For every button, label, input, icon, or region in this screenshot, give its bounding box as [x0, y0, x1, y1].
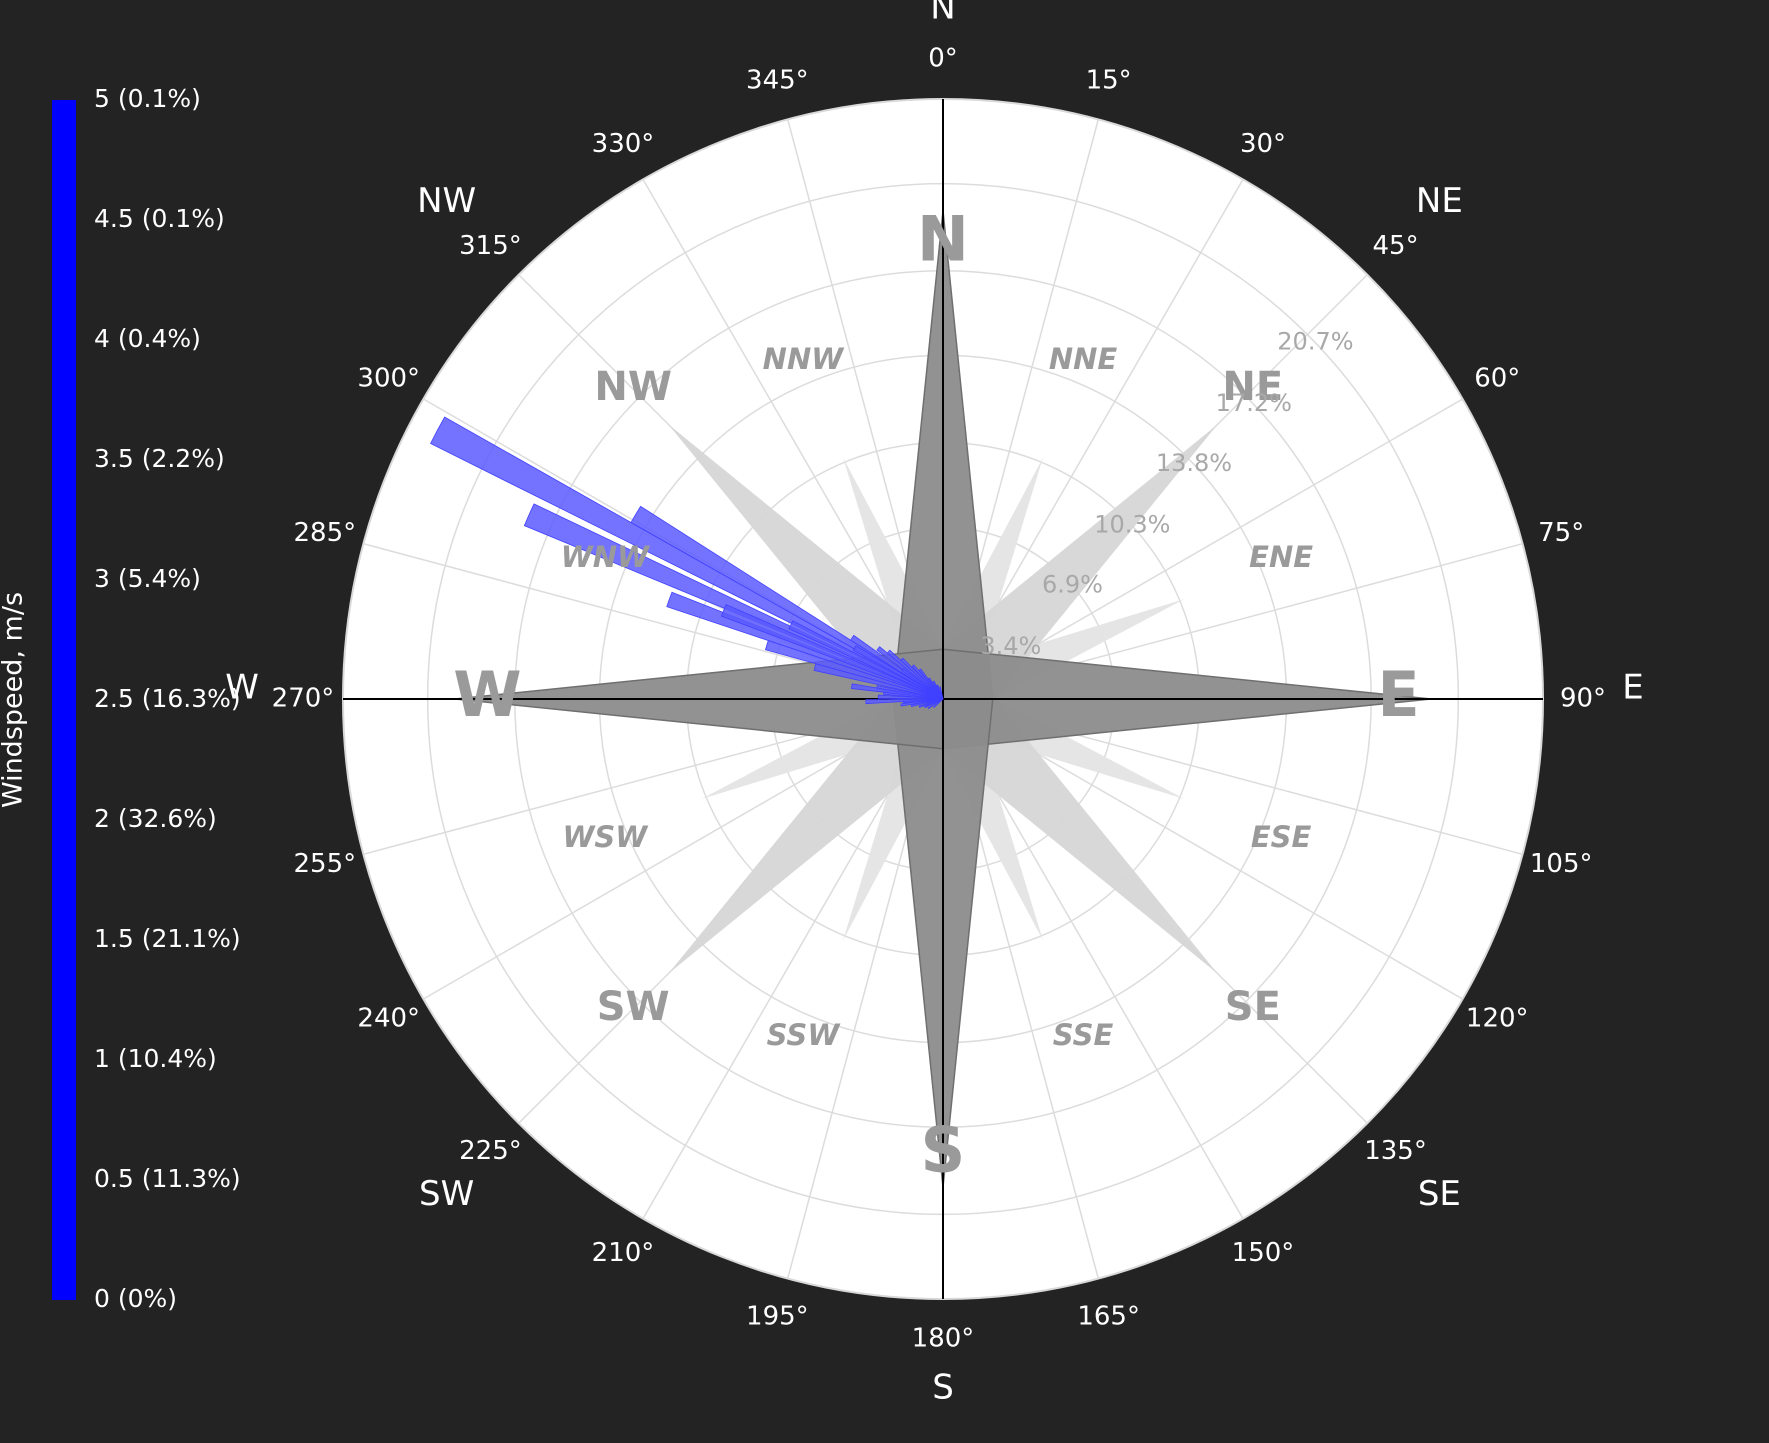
wind-bar	[924, 698, 944, 709]
compass-label-w: W	[225, 668, 259, 708]
colorbar-tick-label: 2 (32.6%)	[94, 804, 217, 833]
wind-bar	[932, 680, 944, 700]
colorbar-tick-label: 4.5 (0.1%)	[94, 204, 225, 233]
angular-tick-label: 120°	[1466, 1004, 1529, 1034]
colorbar-tick-label: 1 (10.4%)	[94, 1044, 217, 1073]
angular-tick-label: 15°	[1086, 65, 1132, 95]
rose-label-w: W	[453, 658, 521, 731]
rose-label-n: N	[917, 202, 969, 275]
compass-label-s: S	[932, 1368, 954, 1408]
wind-bar	[936, 684, 944, 700]
angular-tick-label: 30°	[1240, 129, 1286, 159]
rose-label-nnw: NNW	[763, 342, 846, 376]
angular-tick-label: 240°	[357, 1004, 420, 1034]
wind-bar	[932, 698, 944, 709]
rose-label-sw: SW	[597, 984, 670, 1030]
angular-tick-label: 270°	[272, 684, 335, 714]
colorbar-tick-label: 2.5 (16.3%)	[94, 684, 241, 713]
rose-label-ne: NE	[1222, 364, 1283, 410]
rose-point-intercardinal	[668, 424, 972, 728]
colorbar-tick-label: 5 (0.1%)	[94, 84, 201, 113]
wind-bar	[886, 649, 944, 700]
wind-bar	[865, 698, 944, 705]
radial-tick-label: 10.3%	[1094, 511, 1170, 539]
rose-point-intercardinal	[914, 424, 1218, 728]
rose-label-s: S	[921, 1114, 966, 1187]
wind-bar	[813, 663, 944, 700]
rose-label-e: E	[1377, 658, 1419, 731]
wind-bar	[852, 645, 944, 700]
wind-bar	[939, 686, 944, 700]
rose-label-ese: ESE	[1251, 820, 1312, 854]
wind-bar	[927, 698, 944, 710]
angular-tick-label: 165°	[1077, 1302, 1140, 1332]
rose-label-nw: NW	[594, 364, 672, 410]
rose-label-sse: SSE	[1053, 1018, 1114, 1052]
angular-tick-label: 90°	[1560, 684, 1606, 714]
angular-tick-label: 180°	[912, 1324, 975, 1354]
rose-label-wnw: WNW	[561, 540, 651, 574]
wind-bar	[877, 694, 944, 700]
colorbar-tick-label: 0 (0%)	[94, 1284, 177, 1313]
compass-label-sw: SW	[419, 1174, 474, 1214]
rose-label-nne: NNE	[1049, 342, 1118, 376]
compass-label-se: SE	[1418, 1174, 1461, 1214]
wind-bar	[430, 416, 944, 700]
wind-bar	[764, 640, 944, 700]
angular-tick-label: 75°	[1538, 518, 1584, 548]
rose-point-intercardinal	[914, 670, 1218, 974]
colorbar-tick-label: 3 (5.4%)	[94, 564, 201, 593]
angular-tick-label: 135°	[1364, 1136, 1427, 1166]
colorbar-tick-label: 4 (0.4%)	[94, 324, 201, 353]
colorbar-tick-label: 1.5 (21.1%)	[94, 924, 241, 953]
compass-label-nw: NW	[417, 181, 476, 221]
wind-bar	[788, 620, 944, 700]
wind-bar	[927, 677, 944, 700]
radial-tick-label: 6.9%	[1042, 571, 1103, 599]
angular-tick-label: 210°	[592, 1238, 655, 1268]
wind-bar	[901, 668, 944, 700]
rose-label-wsw: WSW	[562, 820, 649, 854]
rose-label-ene: ENE	[1249, 540, 1313, 574]
angular-tick-label: 330°	[592, 129, 655, 159]
wind-bar	[910, 698, 944, 708]
rose-label-ssw: SSW	[767, 1018, 842, 1052]
radial-tick-label: 17.2%	[1216, 389, 1292, 417]
angular-tick-label: 45°	[1373, 231, 1419, 261]
colorbar-bar	[52, 100, 76, 1300]
compass-label-n: N	[930, 0, 955, 28]
angular-tick-label: 300°	[357, 364, 420, 394]
rose-point-intercardinal	[668, 670, 972, 974]
angular-tick-label: 150°	[1232, 1238, 1295, 1268]
angular-tick-label: 285°	[293, 518, 356, 548]
wind-bar	[918, 668, 944, 700]
angular-tick-label: 315°	[459, 231, 522, 261]
colorbar-tick-label: 3.5 (2.2%)	[94, 444, 225, 473]
angular-tick-label: 60°	[1474, 364, 1520, 394]
wind-bar	[911, 664, 944, 700]
wind-bar	[851, 683, 944, 700]
colorbar-title: Windspeed, m/s	[0, 592, 29, 808]
angular-tick-label: 195°	[746, 1302, 809, 1332]
rose-label-se: SE	[1225, 984, 1281, 1030]
radial-tick-label: 3.4%	[980, 632, 1041, 660]
angular-tick-label: 345°	[746, 65, 809, 95]
compass-label-ne: NE	[1416, 181, 1463, 221]
colorbar-tick-label: 0.5 (11.3%)	[94, 1164, 241, 1193]
angular-tick-label: 225°	[459, 1136, 522, 1166]
wind-bar	[720, 604, 944, 700]
angular-tick-label: 0°	[928, 44, 958, 74]
angular-tick-label: 255°	[293, 849, 356, 879]
angular-tick-label: 105°	[1530, 849, 1593, 879]
wind-bar	[900, 657, 944, 700]
radial-tick-label: 20.7%	[1277, 328, 1353, 356]
compass-label-e: E	[1622, 668, 1643, 708]
radial-tick-label: 13.8%	[1156, 449, 1232, 477]
